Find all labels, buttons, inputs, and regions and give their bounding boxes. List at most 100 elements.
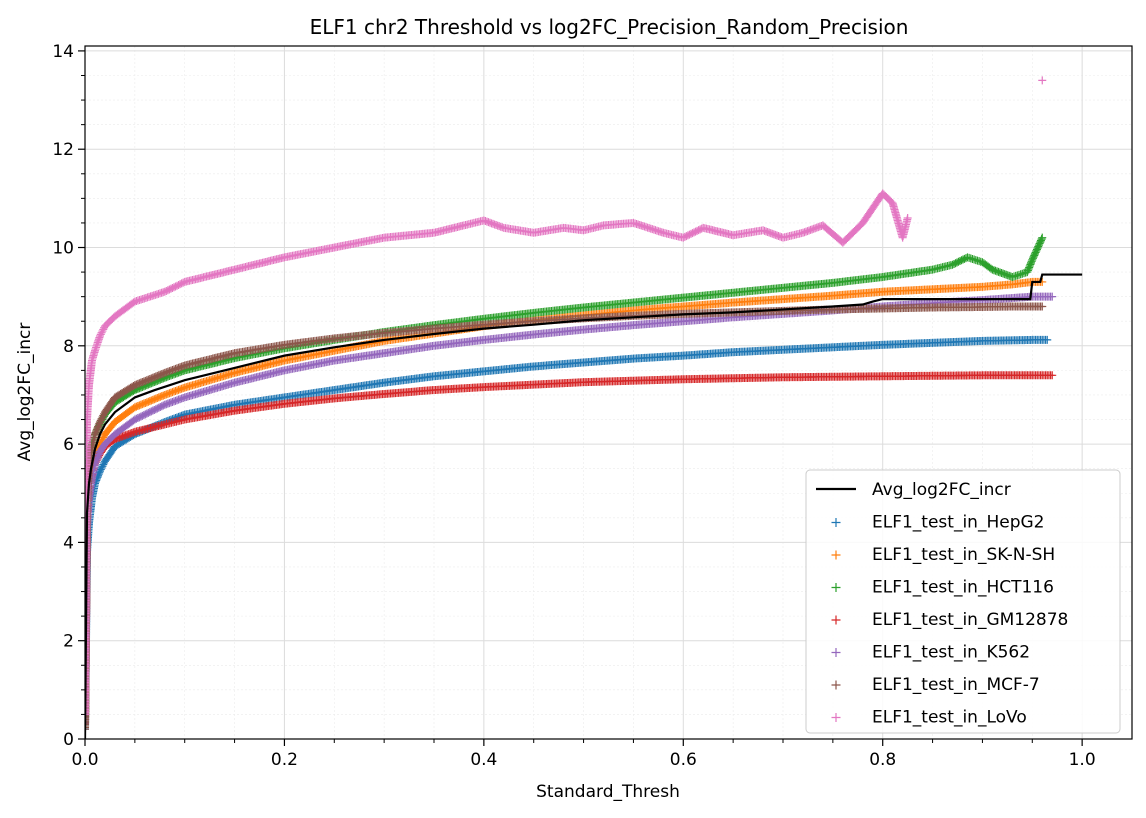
data-point-6	[160, 368, 169, 377]
data-point-1	[479, 367, 488, 376]
data-point-3	[988, 265, 997, 274]
data-point-1	[579, 358, 588, 367]
data-point-2	[280, 356, 289, 365]
data-point-1	[779, 345, 787, 354]
data-point-6	[110, 393, 119, 402]
data-point-3	[1028, 255, 1037, 264]
marker-1	[98, 462, 107, 471]
data-point-6	[230, 349, 239, 358]
data-point-5	[130, 415, 139, 424]
data-point-4	[130, 427, 139, 436]
data-point-1	[828, 343, 837, 352]
data-point-2	[180, 383, 189, 392]
data-point-2	[978, 282, 987, 291]
data-point-4	[180, 415, 189, 424]
data-point-3	[948, 260, 957, 269]
marker-1	[97, 463, 106, 472]
data-point-2	[828, 291, 837, 300]
data-point-5	[280, 366, 289, 375]
data-point-5	[180, 393, 189, 402]
data-point-2	[679, 302, 688, 311]
data-point-5	[160, 400, 169, 409]
marker-6	[97, 414, 106, 423]
data-point-1	[729, 348, 738, 357]
data-point-5	[679, 317, 688, 326]
data-point-4	[529, 380, 538, 389]
data-point-1	[629, 354, 638, 363]
data-point-3	[779, 283, 787, 292]
data-point-4	[330, 394, 339, 403]
data-point-4	[380, 389, 389, 398]
marker-1	[99, 460, 108, 469]
data-point-1	[430, 372, 438, 381]
data-point-6	[430, 324, 438, 333]
data-point-1	[330, 386, 339, 395]
data-point-3	[828, 278, 837, 287]
data-point-4	[579, 378, 588, 387]
data-point-6	[978, 302, 987, 311]
data-point-1	[928, 338, 937, 347]
data-point-6	[1008, 302, 1017, 311]
data-point-4	[978, 371, 987, 380]
data-point-4	[928, 371, 937, 380]
data-point-3	[1008, 273, 1017, 281]
marker-2	[98, 435, 107, 444]
marker-7	[98, 327, 107, 336]
data-point-5	[1038, 292, 1047, 301]
data-point-2	[110, 417, 119, 426]
data-point-3	[878, 273, 887, 281]
data-point-6	[1038, 302, 1047, 311]
data-point-5	[529, 330, 538, 339]
marker-6	[99, 411, 108, 420]
data-point-1	[1028, 335, 1037, 344]
data-point-6	[100, 408, 109, 417]
data-point-4	[430, 386, 438, 395]
data-point-1	[110, 442, 119, 451]
data-point-6	[180, 361, 189, 370]
data-point-6	[779, 306, 787, 315]
marker-7	[96, 330, 105, 339]
marker-2	[97, 436, 106, 445]
data-point-5	[95, 447, 104, 456]
data-point-2	[230, 368, 239, 377]
data-point-2	[878, 287, 887, 296]
data-point-1	[679, 351, 688, 360]
data-point-5	[629, 321, 638, 330]
data-point-6	[479, 320, 488, 329]
data-point-6	[90, 430, 99, 439]
data-point-2	[130, 403, 139, 412]
data-point-4	[280, 399, 289, 408]
data-point-1	[1043, 335, 1052, 344]
data-point-6	[280, 340, 289, 349]
data-point-3	[729, 288, 738, 297]
data-point-4	[878, 372, 887, 381]
data-point-4	[160, 420, 169, 429]
data-point-1	[529, 362, 538, 371]
data-point-6	[85, 725, 89, 734]
data-point-4	[230, 406, 239, 415]
data-point-5	[230, 378, 239, 387]
marker-7	[99, 325, 108, 334]
data-point-6	[878, 304, 887, 313]
marker-3	[1037, 235, 1046, 244]
data-point-2	[160, 390, 169, 399]
chart-title: ELF1 chr2 Threshold vs log2FC_Precision_…	[310, 15, 909, 39]
data-point-1	[95, 467, 104, 476]
data-point-3	[978, 258, 987, 267]
marker-6	[96, 416, 105, 425]
data-point-4	[679, 375, 688, 384]
data-point-2	[100, 430, 109, 439]
data-point-5	[479, 335, 488, 344]
data-point-5	[579, 325, 588, 334]
data-point-5	[1048, 292, 1057, 301]
data-point-3	[928, 265, 937, 274]
data-point-4	[479, 383, 488, 392]
data-point-1	[380, 378, 389, 387]
data-point-1	[978, 336, 987, 345]
data-point-6	[330, 334, 339, 343]
data-point-1	[100, 457, 109, 466]
data-point-2	[1008, 280, 1017, 289]
data-point-6	[928, 303, 937, 312]
data-point-3	[529, 308, 538, 317]
